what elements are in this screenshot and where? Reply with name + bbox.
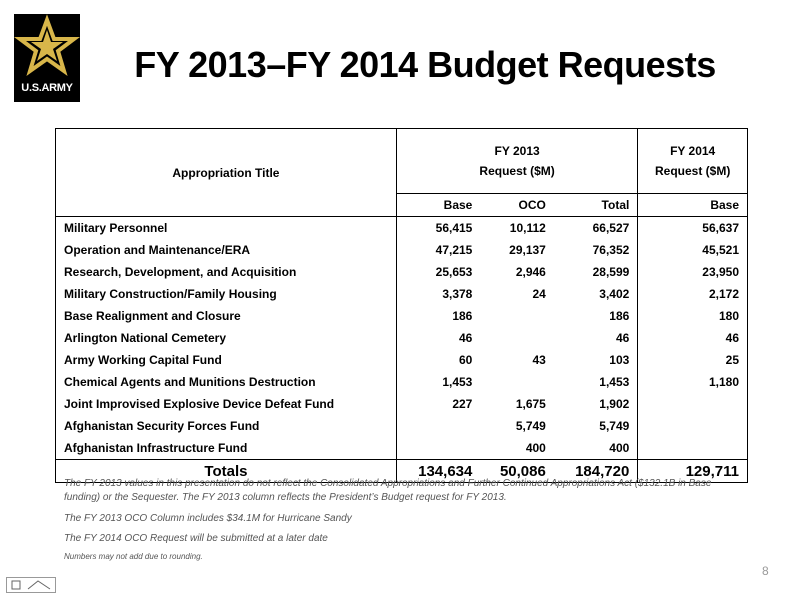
cell-value: 1,675 (515, 397, 546, 411)
totals-label: Totals (204, 462, 248, 480)
row-title: Joint Improvised Explosive Device Defeat… (64, 397, 335, 411)
cell-value: 28,599 (592, 265, 630, 279)
total-value: 184,720 (575, 462, 630, 480)
table-row: Research, Development, and Acquisition 25… (56, 261, 748, 283)
cell-value: 47,215 (395, 239, 481, 261)
table-row: Military Construction/Family Housing 3,37… (56, 283, 748, 305)
cell-value: 186 (609, 309, 630, 323)
group-unit: Request ($M) (654, 164, 731, 178)
row-title: Research, Development, and Acquisition (64, 265, 297, 279)
total-value: 134,634 (395, 459, 481, 483)
total-value: 50,086 (499, 462, 546, 480)
cell-value: 1,180 (637, 371, 748, 393)
cell-value: 56,415 (395, 216, 481, 239)
cell-value: 5,749 (515, 419, 546, 433)
cell-value: 46 (637, 327, 748, 349)
nav-icons (6, 577, 56, 593)
column-header: Total (601, 198, 630, 212)
cell-value: 400 (525, 441, 546, 455)
row-title: Afghanistan Security Forces Fund (64, 419, 260, 433)
cell-value (637, 393, 748, 415)
cell-value: 46 (615, 331, 630, 345)
row-title: Chemical Agents and Munitions Destructio… (64, 375, 316, 389)
cell-value: 23,950 (637, 261, 748, 283)
cell-value: 103 (609, 353, 630, 367)
table-row: Chemical Agents and Munitions Destructio… (56, 371, 748, 393)
cell-value: 5,749 (599, 419, 630, 433)
table-row: Afghanistan Infrastructure Fund 400 400 (56, 437, 748, 460)
group-header: FY 2014 Request ($M) (637, 128, 748, 194)
table-row: Base Realignment and Closure 186 186 180 (56, 305, 748, 327)
title-header: Appropriation Title (55, 128, 397, 217)
cell-value: 180 (637, 305, 748, 327)
row-title: Military Personnel (64, 221, 168, 235)
total-value: 129,711 (637, 459, 748, 483)
cell-value: 227 (395, 393, 481, 415)
row-title: Army Working Capital Fund (64, 353, 222, 367)
cell-value (637, 415, 748, 437)
cell-value (395, 415, 481, 437)
star-icon (14, 14, 80, 76)
cell-value: 3,402 (599, 287, 630, 301)
footnote: The FY 2013 OCO Column includes $34.1M f… (64, 513, 352, 524)
cell-value: 43 (532, 353, 546, 367)
table-row: Operation and Maintenance/ERA 47,215 29,13… (56, 239, 748, 261)
group-header: FY 2013 Request ($M) (395, 128, 638, 194)
footnote: The FY 2013 values in this presentation … (64, 478, 712, 503)
budget-table: Appropriation Title FY 2013 Request ($M)… (55, 128, 748, 483)
cell-value (480, 371, 553, 393)
cell-value (637, 437, 748, 460)
cell-value: 25 (637, 349, 748, 371)
group-unit: Request ($M) (479, 164, 555, 178)
cell-value: 186 (395, 305, 481, 327)
cell-value: 76,352 (592, 243, 630, 257)
row-title: Arlington National Cemetery (64, 331, 227, 345)
page-number: 8 (762, 564, 769, 578)
cell-value: 1,453 (395, 371, 481, 393)
cell-value: 29,137 (509, 243, 546, 257)
logo-text: U.S.ARMY (21, 82, 73, 94)
table-row: Army Working Capital Fund 60 43 103 25 (56, 349, 748, 371)
footnote: The FY 2014 OCO Request will be submitte… (64, 533, 328, 544)
cell-value: 2,946 (515, 265, 546, 279)
table-row: Arlington National Cemetery 46 46 46 (56, 327, 748, 349)
column-header: Base (395, 193, 481, 217)
group-year: FY 2013 (494, 144, 540, 158)
table-row: Joint Improvised Explosive Device Defeat… (56, 393, 748, 415)
row-title: Afghanistan Infrastructure Fund (64, 441, 248, 455)
cell-value: 1,453 (599, 375, 630, 389)
cell-value: 10,112 (509, 221, 546, 235)
table-row: Afghanistan Security Forces Fund 5,749 5,7… (56, 415, 748, 437)
cell-value (395, 437, 481, 460)
cell-value: 400 (609, 441, 630, 455)
army-logo: U.S.ARMY (14, 14, 80, 102)
row-title: Base Realignment and Closure (64, 309, 241, 323)
group-year: FY 2014 (670, 144, 716, 158)
totals-row: Totals 134,634 50,086 184,720 129,711 (55, 459, 748, 483)
cell-value: 24 (532, 287, 546, 301)
cell-value: 46 (395, 327, 481, 349)
row-title: Military Construction/Family Housing (64, 287, 277, 301)
footnote: Numbers may not add due to rounding. (64, 552, 203, 561)
cell-value: 2,172 (637, 283, 748, 305)
column-header: OCO (518, 198, 546, 212)
cell-value: 1,902 (599, 397, 630, 411)
cell-value: 3,378 (395, 283, 481, 305)
cell-value (480, 327, 553, 349)
slide-title: FY 2013–FY 2014 Budget Requests (134, 44, 716, 85)
cell-value: 56,637 (637, 216, 748, 239)
row-title: Operation and Maintenance/ERA (64, 243, 251, 257)
cell-value: 66,527 (592, 221, 630, 235)
cell-value: 45,521 (637, 239, 748, 261)
column-header: Base (637, 193, 748, 217)
cell-value (480, 305, 553, 327)
cell-value: 60 (395, 349, 481, 371)
table-row: Military Personnel 56,415 10,112 66,527 56,6… (56, 216, 748, 239)
cell-value: 25,653 (395, 261, 481, 283)
